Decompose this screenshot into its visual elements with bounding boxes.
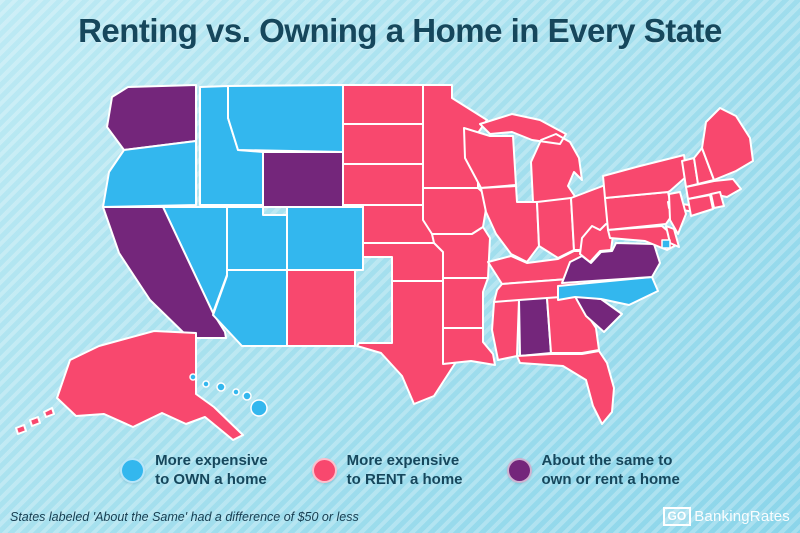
- state-wyoming: [262, 151, 344, 208]
- state-louisiana: [442, 327, 496, 366]
- state-washington: [106, 84, 197, 151]
- hawaii-island: [189, 373, 197, 381]
- state-alabama: [518, 297, 552, 357]
- legend-dot-own: [120, 458, 146, 484]
- state-north-carolina: [557, 276, 659, 306]
- state-delaware: [665, 225, 680, 248]
- legend-dot-rent: [311, 458, 337, 484]
- state-maine: [701, 107, 754, 181]
- page-title: Renting vs. Owning a Home in Every State: [78, 12, 722, 49]
- state-indiana: [536, 197, 575, 259]
- legend-label-own: More expensive to OWN a home: [155, 452, 268, 490]
- state-new-jersey: [668, 191, 687, 235]
- hawaii-island: [232, 388, 240, 396]
- hawaii-island: [216, 382, 226, 392]
- state-north-dakota: [342, 84, 424, 125]
- legend-dot-same: [506, 458, 532, 484]
- state-connecticut: [687, 194, 714, 217]
- state-rhode-island: [710, 191, 725, 209]
- state-california: [102, 206, 227, 339]
- legend-label-same-line1: About the same to: [541, 452, 673, 469]
- legend-label-own-line2: to OWN a home: [155, 470, 267, 488]
- legend-label-rent: More expensive to RENT a home: [347, 452, 463, 490]
- state-new-mexico: [286, 269, 356, 347]
- state-south-dakota: [342, 123, 424, 165]
- logo-go-box: GO: [662, 506, 692, 526]
- state-alaska: [15, 330, 244, 441]
- state-colorado: [286, 206, 364, 271]
- state-utah: [226, 206, 288, 271]
- state-illinois: [480, 185, 540, 263]
- state-oregon: [102, 140, 197, 208]
- state-montana: [227, 84, 344, 153]
- states-group: [15, 84, 754, 441]
- legend: More expensive to OWN a home More expens…: [0, 452, 800, 490]
- legend-item-rent: More expensive to RENT a home: [311, 452, 463, 490]
- state-district-of-columbia: [661, 239, 671, 249]
- legend-item-own: More expensive to OWN a home: [120, 452, 268, 490]
- state-hawaii: [189, 373, 268, 417]
- hawaii-island: [250, 399, 268, 417]
- footnote: States labeled 'About the Same' had a di…: [10, 510, 359, 524]
- hawaii-island: [242, 391, 252, 401]
- legend-label-own-line1: More expensive: [155, 452, 268, 469]
- state-maryland: [607, 225, 679, 251]
- legend-item-same: About the same to own or rent a home: [506, 452, 680, 490]
- legend-label-same: About the same to own or rent a home: [542, 452, 680, 490]
- state-iowa: [422, 187, 489, 235]
- state-mississippi: [491, 299, 520, 361]
- hawaii-island: [202, 380, 210, 388]
- state-florida: [516, 350, 615, 425]
- legend-label-rent-line1: More expensive: [346, 452, 460, 469]
- legend-label-same-line2: own or rent a home: [541, 470, 680, 488]
- logo-bankingrates-text: BankingRates: [694, 507, 790, 525]
- legend-label-rent-line2: to RENT a home: [346, 470, 463, 488]
- state-arkansas: [442, 277, 489, 329]
- gobankingrates-logo: GO BankingRates: [662, 506, 790, 526]
